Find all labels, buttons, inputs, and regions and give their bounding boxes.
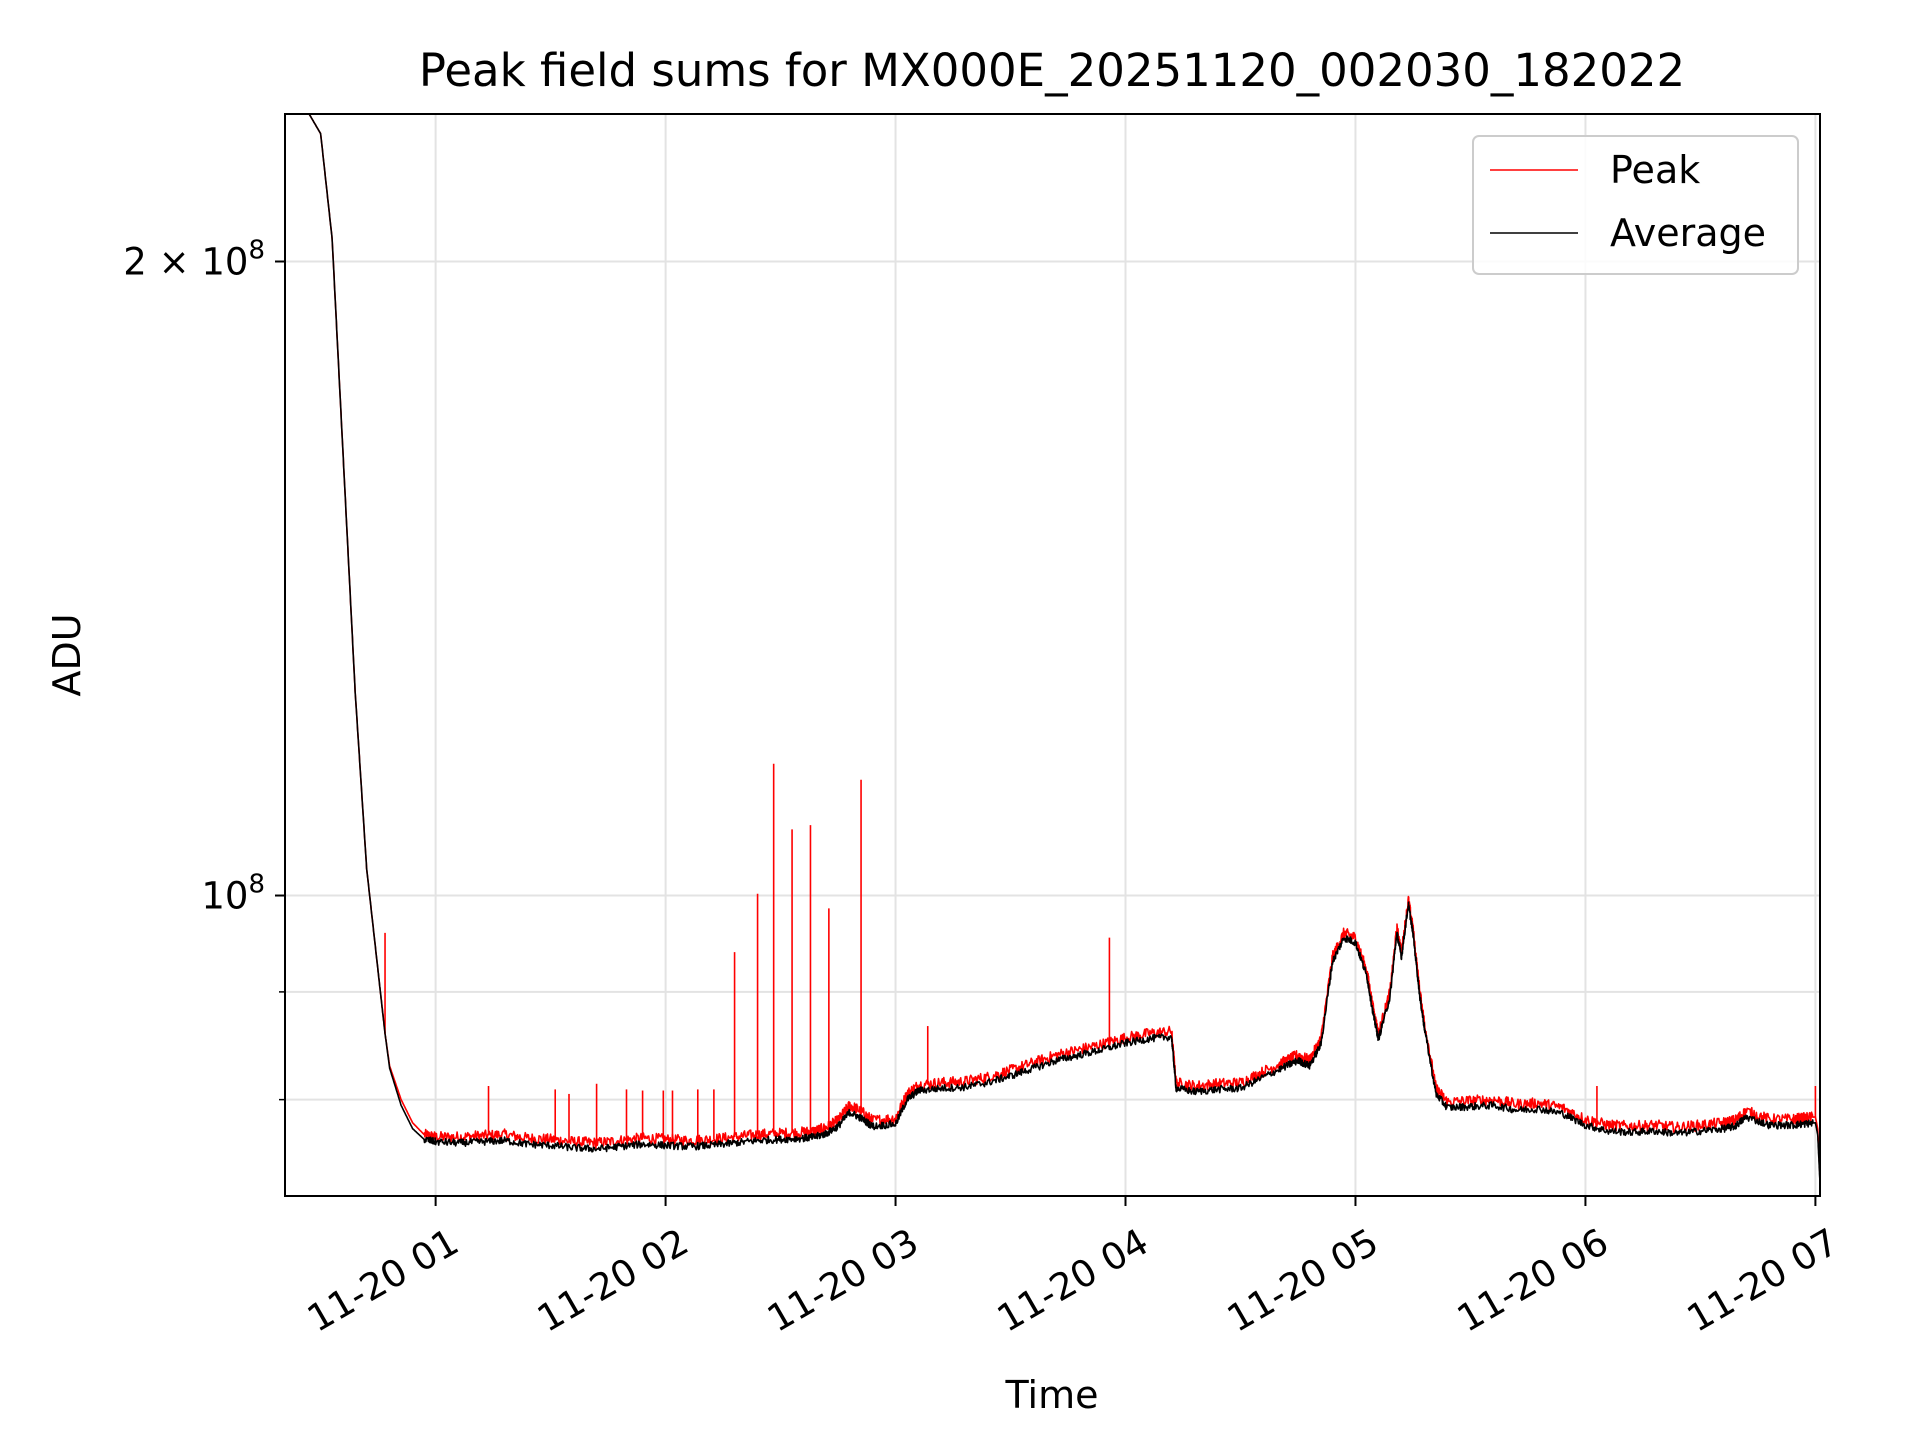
series-line-average bbox=[285, 114, 1820, 1184]
grid-lines bbox=[285, 114, 1820, 1196]
legend: Peak Average bbox=[1472, 135, 1799, 275]
y-axis-label: ADU bbox=[45, 613, 89, 696]
x-axis-label: Time bbox=[1005, 1373, 1099, 1417]
legend-label-average: Average bbox=[1610, 211, 1766, 255]
plot-series bbox=[285, 114, 1820, 1184]
y-tick-label-exponent: 8 bbox=[248, 870, 265, 900]
y-tick-label: 108 bbox=[201, 870, 265, 918]
y-tick-label: 2 × 108 bbox=[123, 236, 265, 284]
legend-label-peak: Peak bbox=[1610, 148, 1700, 192]
y-tick-label-base: 2 × 10 bbox=[123, 241, 248, 284]
chart-title: Peak field sums for MX000E_20251120_0020… bbox=[419, 44, 1685, 97]
y-tick-label-base: 10 bbox=[201, 875, 248, 918]
axes-frame bbox=[284, 113, 1821, 1197]
y-tick-label-exponent: 8 bbox=[248, 236, 265, 266]
